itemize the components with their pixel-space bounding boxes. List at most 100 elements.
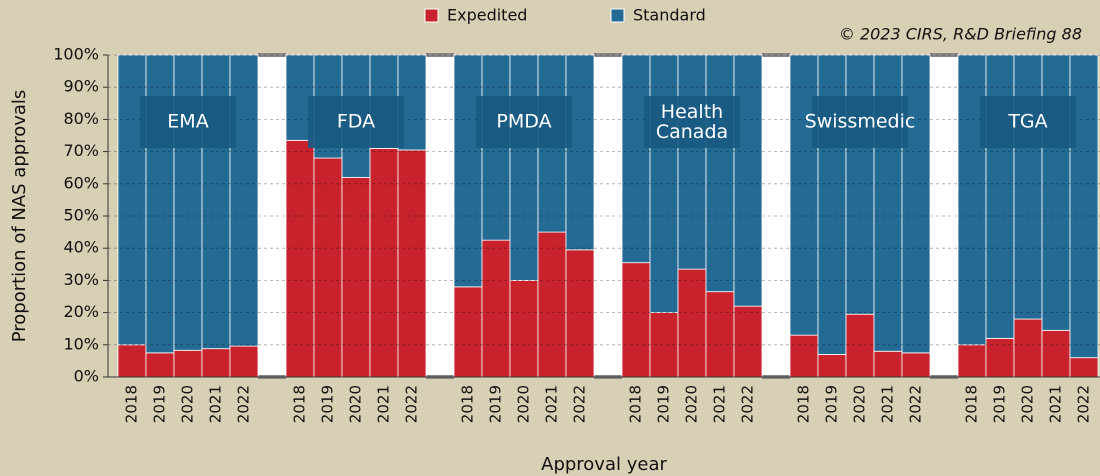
bar-segment <box>957 344 987 378</box>
x-tick-label: 2018 <box>963 385 981 423</box>
bar-segment <box>565 54 595 251</box>
bar-segment <box>621 262 651 378</box>
group-label: FDA <box>337 111 375 133</box>
bar-segment <box>117 344 147 378</box>
x-tick-label: 2020 <box>683 385 701 423</box>
bar-segment <box>313 157 343 378</box>
group-gap <box>930 55 958 377</box>
y-tick-label: 30% <box>63 270 99 289</box>
bar-segment <box>285 139 315 378</box>
bar-segment <box>173 349 203 378</box>
gap-edge <box>258 53 286 57</box>
x-tick-label: 2022 <box>571 385 589 423</box>
bar-segment <box>649 312 679 378</box>
bar-segment <box>453 286 483 378</box>
bar-segment <box>229 345 259 378</box>
group-label: PMDA <box>496 111 551 133</box>
bar-segment <box>1041 329 1071 378</box>
bar-segment <box>901 352 931 378</box>
legend-label: Expedited <box>447 6 527 25</box>
y-tick-label: 10% <box>63 334 99 353</box>
x-tick-label: 2021 <box>375 385 393 423</box>
y-tick-label: 60% <box>63 173 99 192</box>
bar-segment <box>481 239 511 378</box>
x-tick-label: 2020 <box>179 385 197 423</box>
group-gap <box>426 55 454 377</box>
bar-segment <box>845 313 875 378</box>
x-tick-label: 2018 <box>459 385 477 423</box>
x-tick-label: 2018 <box>291 385 309 423</box>
x-axis-label: Approval year <box>541 454 667 475</box>
bar-segment <box>733 305 763 378</box>
group-gap <box>594 55 622 377</box>
bar-segment <box>453 54 483 288</box>
group-label-box <box>308 96 404 148</box>
bar-segment <box>1013 318 1043 378</box>
y-tick-label: 50% <box>63 206 99 225</box>
bar-segment <box>677 54 707 270</box>
bar-segment <box>509 279 539 378</box>
bar-segment <box>621 54 651 264</box>
group-label: Swissmedic <box>805 111 916 133</box>
x-tick-label: 2020 <box>515 385 533 423</box>
group-label: TGA <box>1007 111 1047 133</box>
x-tick-label: 2022 <box>403 385 421 423</box>
bar-segment <box>733 54 763 307</box>
gap-edge <box>594 53 622 57</box>
bar-segment <box>229 54 259 347</box>
legend-swatch <box>424 8 439 23</box>
group-label-box <box>980 96 1076 148</box>
x-tick-label: 2020 <box>347 385 365 423</box>
group-gap <box>762 55 790 377</box>
y-tick-label: 80% <box>63 109 99 128</box>
x-tick-label: 2018 <box>795 385 813 423</box>
x-tick-label: 2019 <box>151 385 169 423</box>
x-tick-label: 2021 <box>711 385 729 423</box>
bar-segment <box>537 231 567 378</box>
bar-segment <box>705 54 735 293</box>
gap-edge <box>426 53 454 57</box>
y-tick-label: 20% <box>63 302 99 321</box>
legend-label: Standard <box>633 6 706 25</box>
y-tick-label: 90% <box>63 77 99 96</box>
bar-segment <box>145 352 175 378</box>
bar-segment <box>985 337 1015 378</box>
x-tick-label: 2018 <box>627 385 645 423</box>
y-tick-label: 70% <box>63 141 99 160</box>
group-label: EMA <box>167 111 208 133</box>
bar-segment <box>705 291 735 378</box>
x-tick-label: 2018 <box>123 385 141 423</box>
bar-segment <box>341 176 371 378</box>
group-gap <box>258 55 286 377</box>
x-tick-label: 2022 <box>739 385 757 423</box>
bar-segment <box>509 54 539 281</box>
bar-segment <box>1013 54 1043 320</box>
x-tick-label: 2019 <box>823 385 841 423</box>
y-tick-label: 0% <box>74 367 99 386</box>
gap-edge <box>930 53 958 57</box>
legend-swatch <box>610 8 625 23</box>
bar-segment <box>789 334 819 378</box>
x-tick-label: 2021 <box>207 385 225 423</box>
bar-segment <box>817 354 847 378</box>
group-label-box <box>476 96 572 148</box>
bar-segment <box>397 149 427 378</box>
bar-segment <box>1069 357 1099 378</box>
bar-segment <box>845 54 875 315</box>
bar-segment <box>677 268 707 378</box>
group-label: Health Canada <box>656 101 728 143</box>
y-tick-label: 40% <box>63 238 99 257</box>
bar-segment <box>565 249 595 378</box>
bar-segment <box>873 350 903 378</box>
x-tick-label: 2019 <box>991 385 1009 423</box>
group-label-box <box>644 96 740 148</box>
group-label-box <box>140 96 236 148</box>
bar-segment <box>201 348 231 378</box>
x-tick-label: 2021 <box>1047 385 1065 423</box>
gap-edge <box>762 53 790 57</box>
x-tick-label: 2022 <box>907 385 925 423</box>
annotation: © 2023 CIRS, R&D Briefing 88 <box>839 25 1082 44</box>
bar-segment <box>369 147 399 378</box>
x-tick-label: 2022 <box>235 385 253 423</box>
